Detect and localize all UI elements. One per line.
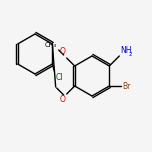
Text: CH₃: CH₃ [45, 42, 57, 48]
Text: Br: Br [122, 81, 131, 90]
Text: Cl: Cl [55, 73, 63, 82]
Text: O: O [59, 95, 65, 105]
Text: NH: NH [120, 46, 132, 55]
Text: 2: 2 [129, 52, 132, 57]
Text: O: O [59, 47, 65, 57]
